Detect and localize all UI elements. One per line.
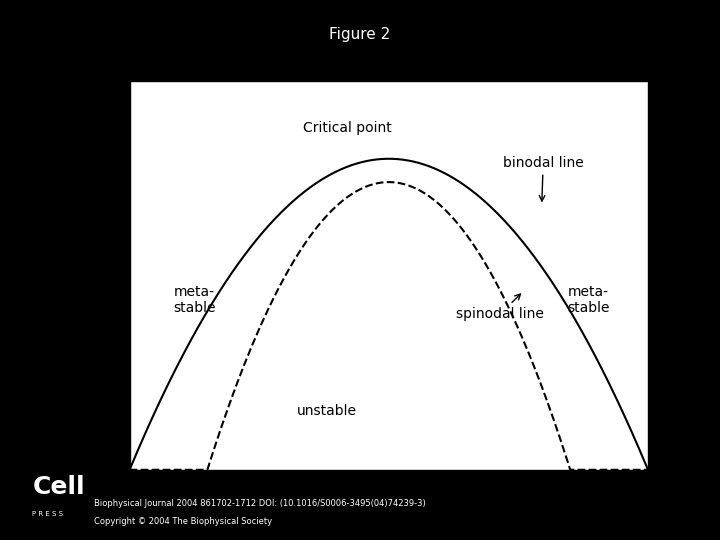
Text: Biophysical Journal 2004 861702-1712 DOI: (10.1016/S0006-3495(04)74239-3): Biophysical Journal 2004 861702-1712 DOI… <box>94 498 426 508</box>
Text: meta-
stable: meta- stable <box>567 285 610 315</box>
Text: meta-
stable: meta- stable <box>173 285 216 315</box>
Y-axis label: Temperature (K): Temperature (K) <box>70 208 88 342</box>
Text: spinodal line: spinodal line <box>456 294 544 321</box>
Text: Copyright © 2004 The Biophysical Society: Copyright © 2004 The Biophysical Society <box>94 517 271 526</box>
Text: binodal line: binodal line <box>503 156 584 201</box>
X-axis label: Concentration (Relative Unit): Concentration (Relative Unit) <box>251 499 526 517</box>
Text: unstable: unstable <box>297 404 356 418</box>
Text: Figure 2: Figure 2 <box>329 27 391 42</box>
Text: P R E S S: P R E S S <box>32 511 63 517</box>
Text: Critical point: Critical point <box>303 122 392 136</box>
Text: Cell: Cell <box>32 476 85 500</box>
